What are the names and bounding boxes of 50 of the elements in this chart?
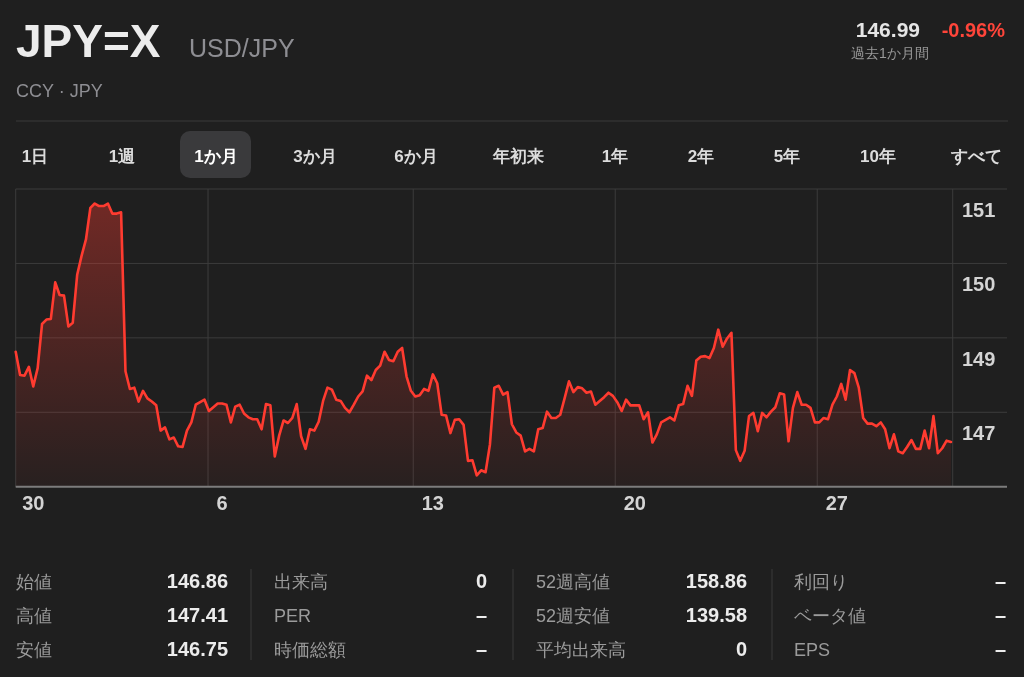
text: 52週安値 [536,606,611,626]
text: 利回り [794,572,848,592]
x-tick-label: 30 [22,492,45,514]
tab-label: 5年 [773,147,801,166]
text: EPS [794,640,831,660]
text: – [994,570,1006,592]
tab-label: 2年 [687,147,715,166]
chart-title: JPY=X [16,15,161,67]
tab-label: 1日 [21,147,49,166]
text: 52週高値 [536,572,611,592]
text: 147.41 [166,604,228,626]
text: 158.86 [685,570,747,592]
tab-label: 1年 [601,147,629,166]
tab-label: 3か月 [293,147,337,166]
text: 過去1か月間 [851,45,929,61]
text: 始値 [16,572,52,592]
text: CCY · JPY [16,81,103,101]
y-tick-label: 150 [962,273,996,296]
text: ベータ値 [794,606,866,626]
text: PER [274,606,312,626]
text: – [994,604,1006,626]
tab-label: 年初来 [492,147,544,166]
y-tick-label: 151 [962,199,996,221]
text: 146.75 [166,638,228,660]
text: 146.99 [855,18,920,41]
tab-label: 6か月 [394,147,438,166]
text: 139.58 [685,604,747,626]
text: 146.86 [166,570,228,592]
range-tab: 1か月 [180,131,251,178]
text: 高値 [16,606,52,626]
text: – [475,638,487,660]
y-tick-label: 149 [962,347,996,370]
text: 平均出来高 [536,640,626,660]
text: – [994,638,1006,660]
text: 出来高 [274,572,328,592]
x-tick-label: 27 [825,492,848,514]
chart-subtitle: USD/JPY [189,34,295,62]
text: – [475,604,487,626]
text: 0 [475,570,487,592]
x-tick-label: 6 [216,492,228,514]
tab-label: すべて [950,147,1002,166]
y-tick-label: 147 [962,422,996,445]
tab-label: 1週 [108,147,136,166]
text: 時価総額 [274,640,346,660]
text: -0.96% [941,19,1006,41]
text: 0 [735,638,747,660]
x-tick-label: 13 [421,492,444,514]
x-tick-label: 20 [623,492,646,514]
text: 安値 [16,640,52,660]
tab-label: 10年 [860,147,896,166]
